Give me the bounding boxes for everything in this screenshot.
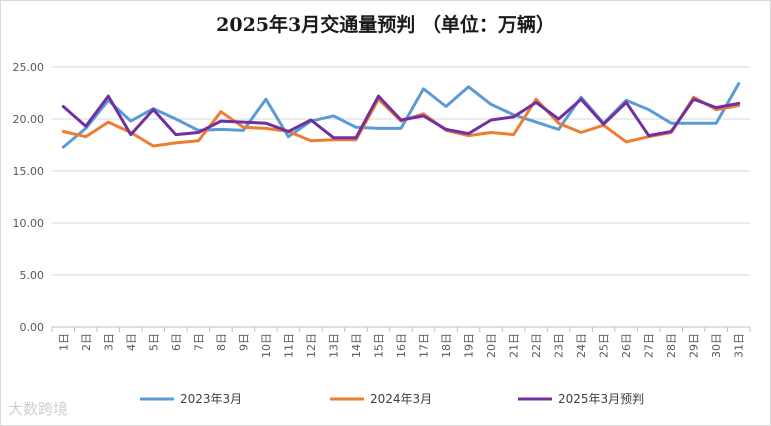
x-tick-label: 26日 bbox=[620, 333, 633, 358]
x-tick-label: 12日 bbox=[305, 333, 318, 358]
x-tick-label: 25日 bbox=[598, 333, 611, 358]
x-tick-label: 22日 bbox=[530, 333, 543, 358]
y-tick-label: 0.00 bbox=[20, 321, 45, 334]
legend-label-1: 2023年3月 bbox=[180, 392, 242, 406]
x-tick-label: 19日 bbox=[463, 333, 476, 358]
watermark-logo: 大数跨境 bbox=[8, 400, 69, 418]
y-tick-label: 25.00 bbox=[13, 61, 45, 74]
x-tick-label: 31日 bbox=[733, 333, 746, 358]
x-tick-label: 7日 bbox=[192, 333, 205, 351]
x-tick-label: 17日 bbox=[418, 333, 431, 358]
x-axis-ticks: 1日 2日 3日 4日 5日 6日 7日 8日 9日 10日 11日 12日 13日 14日 15日 16日 1… bbox=[51, 327, 751, 358]
x-tick-label: 21日 bbox=[508, 333, 521, 358]
x-tick-label: 8日 bbox=[215, 333, 228, 351]
x-tick-label: 24日 bbox=[575, 333, 588, 358]
x-tick-label: 16日 bbox=[395, 333, 408, 358]
y-tick-label: 5.00 bbox=[20, 269, 45, 282]
x-tick-label: 1日 bbox=[57, 333, 70, 351]
y-axis-ticks: 0.00 5.00 10.00 15.00 20.00 25.00 bbox=[13, 61, 45, 334]
x-tick-label: 2日 bbox=[80, 333, 93, 351]
x-tick-label: 20日 bbox=[485, 333, 498, 358]
x-tick-label: 27日 bbox=[643, 333, 656, 358]
x-tick-label: 18日 bbox=[440, 333, 453, 358]
series-line-1 bbox=[61, 82, 741, 149]
x-tick-label: 4日 bbox=[125, 333, 138, 351]
x-tick-label: 30日 bbox=[710, 333, 723, 358]
x-tick-label: 11日 bbox=[282, 333, 295, 358]
y-tick-label: 15.00 bbox=[13, 165, 45, 178]
chart-title: 2025年3月交通量预判 （单位：万辆） bbox=[216, 14, 555, 36]
x-tick-label: 9日 bbox=[237, 333, 250, 351]
series-lines bbox=[61, 82, 741, 149]
x-tick-label: 15日 bbox=[372, 333, 385, 358]
x-tick-label: 28日 bbox=[665, 333, 678, 358]
y-tick-label: 20.00 bbox=[13, 113, 45, 126]
legend-label-3: 2025年3月预判 bbox=[558, 392, 644, 406]
x-tick-label: 6日 bbox=[170, 333, 183, 351]
x-tick-label: 3日 bbox=[102, 333, 115, 351]
x-tick-label: 5日 bbox=[147, 333, 160, 351]
x-tick-label: 13日 bbox=[327, 333, 340, 358]
y-tick-label: 10.00 bbox=[13, 217, 45, 230]
legend-label-2: 2024年3月 bbox=[370, 392, 432, 406]
gridlines bbox=[52, 66, 750, 328]
x-tick-label: 14日 bbox=[350, 333, 363, 358]
x-tick-label: 29日 bbox=[688, 333, 701, 358]
series-line-3 bbox=[61, 94, 741, 140]
legend: 2023年3月 2024年3月 2025年3月预判 bbox=[140, 392, 644, 406]
x-tick-label: 10日 bbox=[260, 333, 273, 358]
x-tick-label: 23日 bbox=[553, 333, 566, 358]
